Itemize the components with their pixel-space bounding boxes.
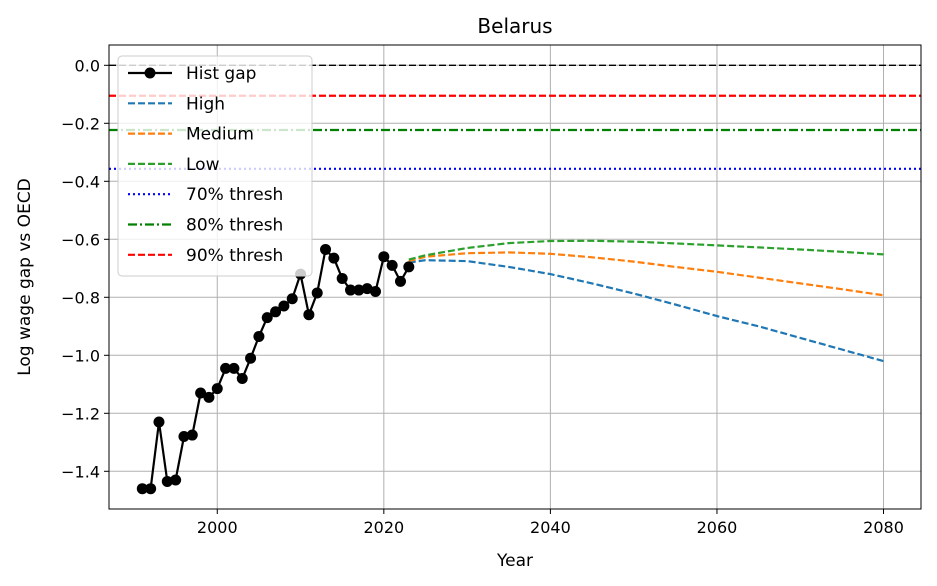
- legend: Hist gap High Medium Low 70% thresh 80% thres…: [117, 55, 313, 277]
- data-point-hist-gap: [311, 287, 323, 299]
- data-point-hist-gap: [145, 483, 157, 495]
- x-tick-label: 2040: [530, 518, 571, 537]
- data-point-hist-gap: [136, 483, 148, 495]
- axis-ticks: 2000 2020 2040 2060 2080 0.0 −0.2 −0.4 −0.6 −0.8 −…: [61, 56, 904, 537]
- y-tick-label: −1.0: [61, 346, 100, 365]
- data-point-hist-gap: [186, 429, 198, 441]
- data-point-hist-gap: [228, 362, 240, 374]
- x-tick-label: 2060: [697, 518, 738, 537]
- data-point-hist-gap: [394, 275, 406, 287]
- x-tick-label: 2080: [863, 518, 904, 537]
- y-tick-label: −0.4: [61, 172, 100, 191]
- data-point-hist-gap: [286, 293, 298, 305]
- y-tick-label: −0.6: [61, 230, 100, 249]
- x-axis-label: Year: [496, 551, 533, 571]
- chart-title: Belarus: [477, 14, 552, 38]
- y-axis-label: Log wage gap vs OECD: [15, 178, 35, 376]
- series-line-medium: [408, 251, 884, 297]
- legend-label-80-thresh: 80% thresh: [186, 216, 283, 236]
- legend-label-70-thresh: 70% thresh: [186, 185, 283, 205]
- data-point-hist-gap: [345, 284, 357, 296]
- data-point-hist-gap: [236, 373, 248, 384]
- data-point-hist-gap: [153, 416, 165, 428]
- y-tick-label: −0.2: [61, 114, 100, 133]
- data-point-hist-gap: [220, 362, 232, 374]
- series-line-high: [408, 259, 884, 363]
- legend-label-low: Low: [186, 155, 220, 175]
- data-point-hist-gap: [303, 309, 315, 321]
- series-line-low: [408, 239, 884, 261]
- data-point-hist-gap: [353, 284, 365, 296]
- x-tick-label: 2020: [363, 518, 404, 537]
- data-point-hist-gap: [161, 475, 173, 487]
- legend-label-medium: Medium: [186, 125, 254, 145]
- data-point-hist-gap: [328, 252, 340, 264]
- data-point-hist-gap: [245, 352, 257, 364]
- y-tick-label: −1.2: [61, 404, 100, 423]
- y-tick-label: −0.8: [61, 288, 100, 307]
- plot-frame: [108, 44, 922, 510]
- plot-area: [109, 64, 921, 495]
- y-tick-label: 0.0: [75, 56, 100, 75]
- data-point-hist-gap: [361, 283, 373, 295]
- data-point-hist-gap: [270, 306, 282, 318]
- y-tick-label: −1.4: [61, 462, 100, 481]
- data-point-hist-gap: [195, 387, 207, 399]
- legend-label-high: High: [186, 94, 225, 114]
- legend-label-hist-gap: Hist gap: [186, 64, 256, 84]
- data-point-hist-gap: [178, 431, 190, 442]
- data-point-hist-gap: [320, 243, 332, 255]
- legend-marker-hist-gap: [144, 67, 156, 79]
- legend-label-90-thresh: 90% thresh: [186, 246, 283, 266]
- legend-box: [117, 55, 313, 277]
- data-point-hist-gap: [203, 391, 215, 403]
- data-point-hist-gap: [370, 286, 382, 297]
- data-point-hist-gap: [170, 474, 182, 486]
- x-tick-label: 2000: [197, 518, 238, 537]
- data-point-hist-gap: [403, 261, 415, 273]
- data-point-hist-gap: [378, 251, 390, 263]
- data-point-hist-gap: [336, 272, 348, 284]
- data-point-hist-gap: [253, 330, 265, 342]
- data-point-hist-gap: [278, 300, 290, 312]
- data-point-hist-gap: [261, 312, 273, 324]
- data-point-hist-gap: [386, 259, 398, 271]
- data-point-hist-gap: [211, 383, 223, 395]
